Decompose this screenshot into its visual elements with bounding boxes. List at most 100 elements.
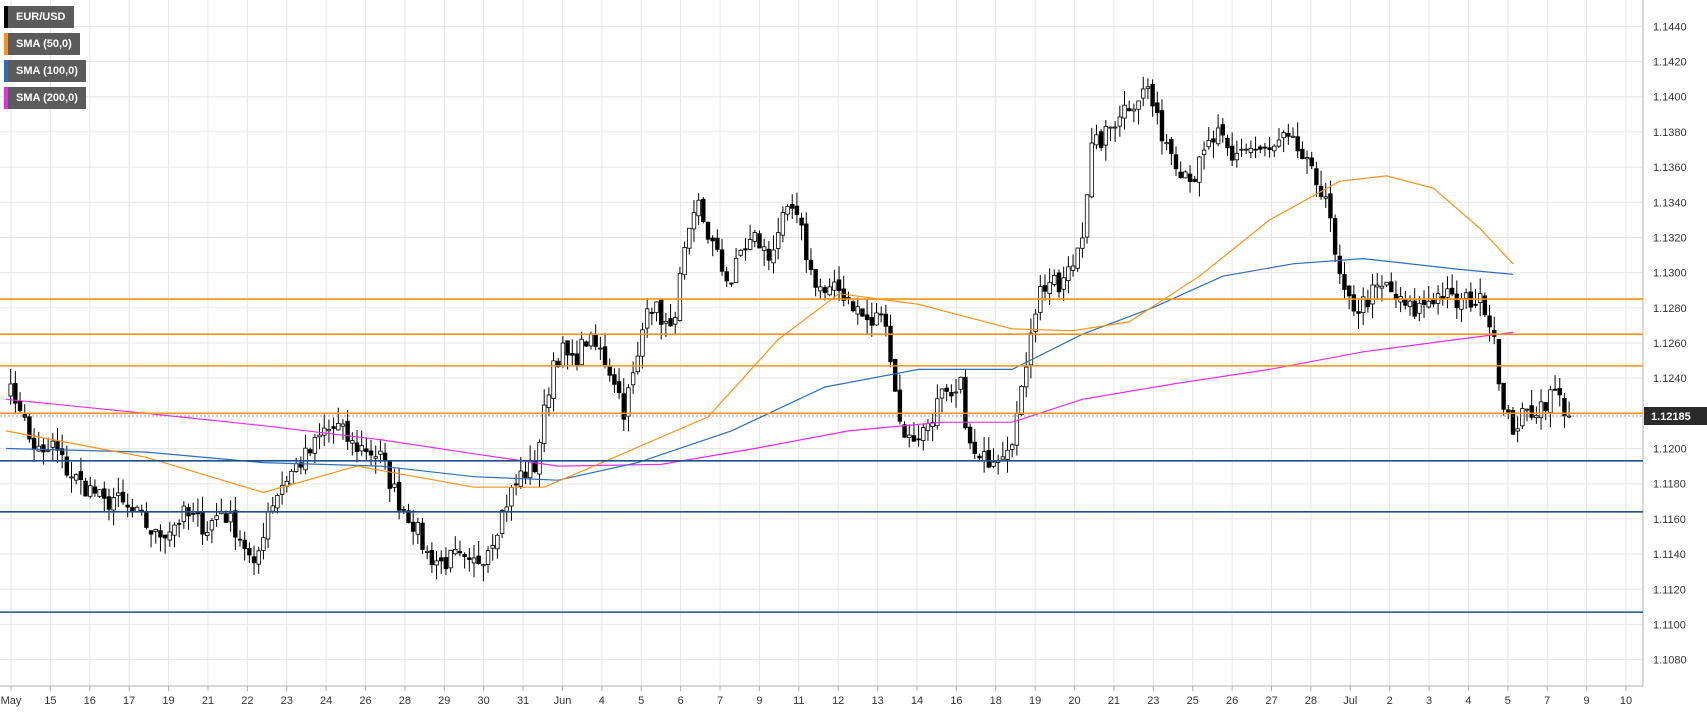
candle-up [499,510,505,534]
candle-up [537,442,542,475]
candle-up [818,286,823,292]
candle-up [1361,296,1366,313]
y-tick-label: 1.1400 [1653,92,1687,104]
x-tick-label: 30 [478,695,490,707]
candle-down [387,460,392,489]
x-tick-label: 9 [1584,695,1590,707]
candle-down [242,539,247,549]
candle-up [546,394,552,409]
candle-up [1112,126,1118,129]
candle-up [214,515,219,520]
candle-up [1010,444,1015,450]
candle-up [691,212,697,230]
x-tick-label: 16 [950,695,962,707]
candle-up [1197,156,1202,183]
x-tick-label: 17 [123,695,135,707]
candle-down [190,512,196,515]
x-tick-label: 3 [1426,695,1432,707]
candle-down [59,448,65,456]
candle-up [340,423,346,427]
candle-up [336,423,341,431]
candle-up [209,520,215,531]
x-tick-label: 6 [678,695,684,707]
x-tick-label: 31 [517,695,529,707]
candle-up [1136,100,1141,110]
candle-down [148,530,154,535]
candle-up [981,451,987,462]
candle-up [1145,86,1151,89]
candle-down [1389,281,1394,293]
y-tick-label: 1.1160 [1653,514,1686,526]
candle-down [1496,339,1502,385]
candle-up [153,528,158,532]
candle-down [1098,131,1104,148]
y-tick-label: 1.1360 [1653,162,1687,174]
candle-down [251,556,257,564]
candle-up [1478,293,1483,303]
candle-up [1515,428,1520,432]
candle-up [738,249,743,256]
candle-down [17,401,23,412]
x-tick-label: Jul [1343,695,1357,707]
candle-down [144,511,149,528]
candle-up [673,317,678,325]
candle-down [822,287,828,293]
candle-down [602,346,608,366]
y-tick-label: 1.1180 [1653,479,1686,491]
candle-up [134,506,140,512]
x-tick-label: 9 [756,695,762,707]
candle-up [935,398,940,427]
x-tick-label: 23 [281,695,293,707]
candle-down [1211,138,1216,143]
candle-up [1080,237,1085,249]
legend-item[interactable]: SMA (100,0) [4,60,86,82]
candle-up [1024,366,1029,388]
candle-down [766,248,772,261]
candle-down [162,534,168,539]
y-tick-label: 1.1340 [1653,197,1687,209]
candle-down [368,450,374,456]
x-tick-label: 18 [990,695,1002,707]
legend-item[interactable]: SMA (200,0) [4,87,86,109]
candle-up [1215,127,1221,145]
candle-up [1019,385,1024,415]
candle-down [574,353,580,367]
x-tick-label: 27 [1265,695,1277,707]
candle-down [1412,300,1417,317]
candle-down [41,444,46,453]
candle-up [832,281,837,291]
candle-down [556,360,561,368]
candle-down [1552,388,1558,391]
candle-up [953,391,959,394]
candle-up [551,360,556,399]
candle-down [1300,148,1305,159]
candle-down [237,538,243,541]
candle-up [761,246,767,251]
candle-up [504,506,509,512]
candle-down [715,237,720,250]
candle-up [1070,265,1076,271]
candle-down [120,491,126,503]
legend-item[interactable]: SMA (50,0) [4,33,80,55]
candle-down [963,376,968,429]
candle-up [907,434,912,439]
candle-up [424,550,430,553]
x-tick-label: 21 [202,695,214,707]
candle-up [1244,148,1249,151]
x-tick-label: 7 [1544,695,1550,707]
candle-down [1267,147,1272,150]
candle-up [509,487,514,507]
candle-down [860,308,865,317]
candle-down [864,314,870,321]
candle-down [850,301,856,312]
candle-down [331,426,336,429]
candle-up [1384,281,1389,286]
candle-down [1262,146,1268,149]
candle-up [682,247,687,276]
candle-up [1164,142,1169,145]
candle-down [1192,178,1197,182]
legend-item[interactable]: EUR/USD [4,6,74,28]
x-tick-label: 22 [241,695,253,707]
candle-up [939,388,945,399]
